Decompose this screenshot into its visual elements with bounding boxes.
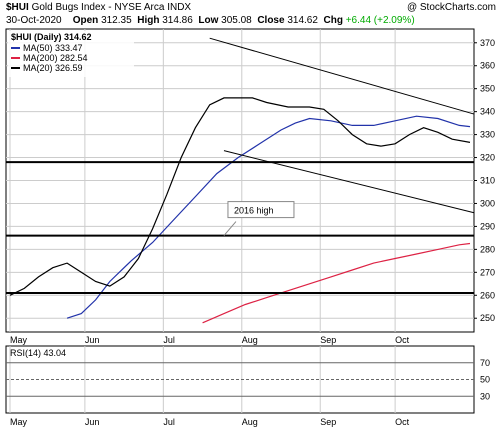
y-tick-label-280: 280 [480,244,495,254]
open-value: 312.35 [101,15,132,26]
callout-pointer [223,221,237,236]
y-tick-label-340: 340 [480,107,495,117]
x-tick-sep: Sep [320,335,336,345]
legend-price: $HUI (Daily) 314.62 [11,32,92,42]
close-label: Close [257,15,285,26]
annotation-label: 2016 high [234,206,274,216]
rsi-axis: 30 50 70 [480,358,490,402]
copyright: @ StockCharts.com [406,2,496,13]
chg-value: +6.44 (+2.09%) [345,15,415,26]
chg-label: Chg [323,15,343,26]
y-tick-label-360: 360 [480,61,495,71]
x-tick-jul: Jul [163,335,175,345]
exchange: INDX [167,2,192,13]
ma20-line [9,97,471,296]
high-label: High [137,15,160,26]
legend-ma50: MA(50) 333.47 [23,43,83,53]
y-tick-label-260: 260 [480,290,495,300]
high-value: 314.86 [162,15,193,26]
index-name: Gold Bugs Index - NYSE Arca [31,2,165,13]
rsi-x-tick-jun: Jun [85,417,100,427]
open-label: Open [72,15,99,26]
x-tick-jun: Jun [85,335,100,345]
close-value: 314.62 [287,15,318,26]
rsi-y-tick-70: 70 [480,358,490,368]
x-tick-may: May [10,335,28,345]
y-tick-label-250: 250 [480,313,495,323]
y-tick-label-290: 290 [480,221,495,231]
low-label: Low [198,15,219,26]
rsi-x-tick-jul: Jul [163,417,175,427]
legend-bg [8,31,134,77]
y-tick-label-270: 270 [480,267,495,277]
rsi-x-tick-sep: Sep [320,417,336,427]
rsi-x-tick-oct: Oct [395,417,410,427]
rsi-x-axis: May Jun Jul Aug Sep Oct [10,417,410,427]
rsi-x-tick-may: May [10,417,28,427]
ma50-line [66,115,471,319]
x-tick-aug: Aug [242,335,258,345]
trendline-0 [209,37,474,115]
callout-box [227,201,295,219]
ma200-line [202,242,471,324]
chart-title-line: $HUI Gold Bugs Index - NYSE Arca INDX [6,2,191,13]
legend-ma200: MA(200) 282.54 [23,53,88,63]
ohlc-line: 30-Oct-2020 Open 312.35 High 314.86 Low … [6,15,415,26]
x-tick-oct: Oct [395,335,410,345]
annotations: 2016 high [6,37,474,294]
price-grid [6,29,474,332]
rsi-x-tick-aug: Aug [242,417,258,427]
low-value: 305.08 [221,15,252,26]
date: 30-Oct-2020 [6,15,62,26]
symbol: $HUI [6,2,29,13]
price-axis: 250 260 270 280 290 300 310 320 330 340 350 360 370 [474,38,495,323]
y-tick-label-300: 300 [480,198,495,208]
moving-averages [9,97,471,324]
rsi-y-tick-50: 50 [480,375,490,385]
rsi-label: RSI(14) 43.04 [10,348,66,358]
y-tick-label-310: 310 [480,176,495,186]
rsi-grid [6,346,474,413]
price-x-axis: May Jun Jul Aug Sep Oct [10,335,410,345]
y-tick-label-320: 320 [480,153,495,163]
trendline-1 [223,150,474,214]
y-tick-label-370: 370 [480,38,495,48]
legend-ma20: MA(20) 326.59 [23,63,83,73]
rsi-y-tick-30: 30 [480,391,490,401]
y-tick-label-330: 330 [480,130,495,140]
y-tick-label-350: 350 [480,84,495,94]
legend: $HUI (Daily) 314.62 MA(50) 333.47 MA(200… [8,31,134,77]
